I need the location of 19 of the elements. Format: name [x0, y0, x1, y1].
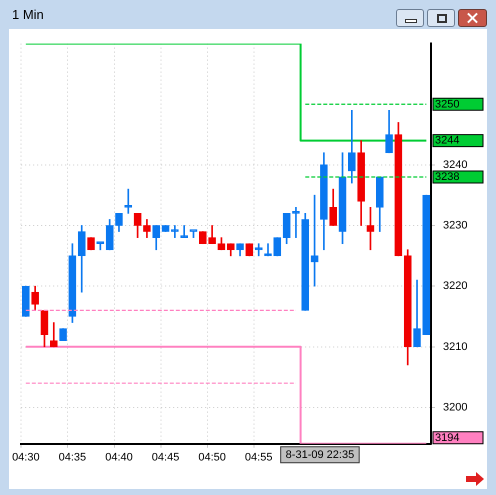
x-tick-label: 04:35	[58, 451, 86, 464]
y-tick-label: 3200	[443, 401, 468, 414]
data-label: 3194	[435, 432, 460, 444]
y-tick-label: 3240	[443, 158, 468, 171]
candlestick	[366, 206, 374, 250]
y-tick-label: 3230	[443, 220, 468, 232]
x-tick-label: 04:50	[198, 451, 226, 464]
x-tick-label: 04:45	[152, 451, 180, 464]
y-tick-label: 3210	[443, 340, 468, 353]
data-label: 3244	[435, 134, 460, 147]
candlestick	[310, 194, 318, 286]
x-tick-label: 04:40	[105, 451, 133, 464]
data-label: 3250	[435, 98, 460, 110]
x-tick-label: 04:55	[244, 451, 272, 464]
x-tick-label: 04:30	[12, 451, 40, 464]
y-tick-label: 3220	[443, 280, 468, 292]
text: 8-31-09 22:35	[286, 448, 354, 461]
chart-title: 1 Min	[12, 7, 44, 22]
data-label: 3238	[435, 171, 460, 184]
